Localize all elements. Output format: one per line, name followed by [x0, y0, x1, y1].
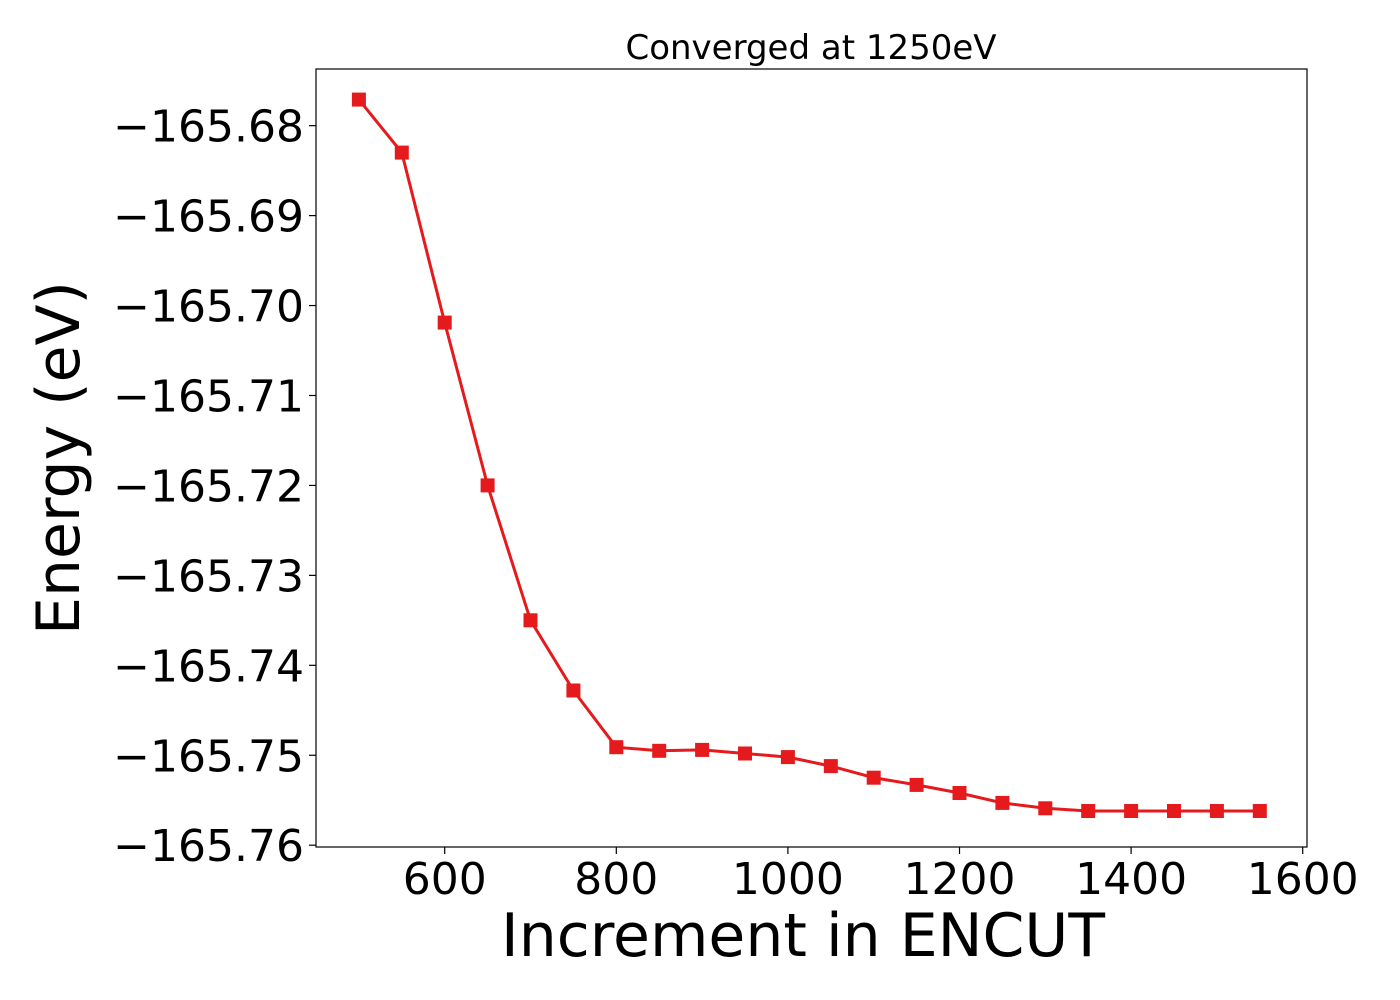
x-tick-label: 1400: [1075, 854, 1187, 905]
data-point-marker: [866, 770, 881, 785]
data-point-marker: [480, 478, 495, 493]
data-point-marker: [1124, 804, 1139, 818]
y-tick-label: −165.74: [113, 641, 304, 692]
x-tick-label: 600: [403, 854, 487, 905]
data-point-marker: [609, 740, 624, 755]
data-point-marker: [909, 777, 924, 792]
data-point-marker: [952, 786, 967, 800]
data-point-marker: [1081, 804, 1096, 818]
y-tick-label: −165.73: [113, 551, 304, 602]
y-tick-label: −165.69: [113, 192, 304, 243]
data-point-marker: [695, 742, 710, 757]
y-tick-label: −165.70: [113, 282, 304, 333]
data-point-marker: [1038, 801, 1053, 816]
y-axis-label: Energy (eV): [24, 281, 94, 635]
y-tick-label: −165.71: [113, 371, 304, 422]
data-point-marker: [1252, 804, 1267, 818]
y-tick-label: −165.75: [113, 731, 304, 782]
plot-frame: [315, 68, 1308, 848]
data-point-marker: [1209, 804, 1224, 818]
y-tick-label: −165.72: [113, 461, 304, 512]
data-point-marker: [652, 743, 667, 758]
x-axis-label: Increment in ENCUT: [501, 901, 1105, 971]
data-point-marker: [995, 795, 1010, 810]
series-line: [357, 98, 1260, 813]
data-point-marker: [394, 145, 409, 160]
x-tick-label: 800: [574, 854, 658, 905]
data-point-marker: [351, 92, 366, 107]
x-tick-label: 1000: [732, 854, 844, 905]
data-point-marker: [437, 315, 452, 330]
x-tick-label: 1600: [1247, 854, 1359, 905]
x-tick-label: 1200: [904, 854, 1016, 905]
data-point-marker: [523, 613, 538, 628]
y-tick-label: −165.68: [113, 102, 304, 153]
y-tick-label: −165.76: [113, 821, 304, 872]
data-point-marker: [738, 746, 752, 761]
data-point-marker: [1167, 804, 1181, 818]
data-point-marker: [566, 683, 581, 698]
chart-title: Converged at 1250eV: [625, 28, 996, 68]
data-point-marker: [823, 759, 838, 774]
plot-area: 600 800 1000 1200 1400 1600 −165.68 −165.69 −165…: [113, 68, 1359, 905]
data-point-marker: [780, 750, 795, 765]
